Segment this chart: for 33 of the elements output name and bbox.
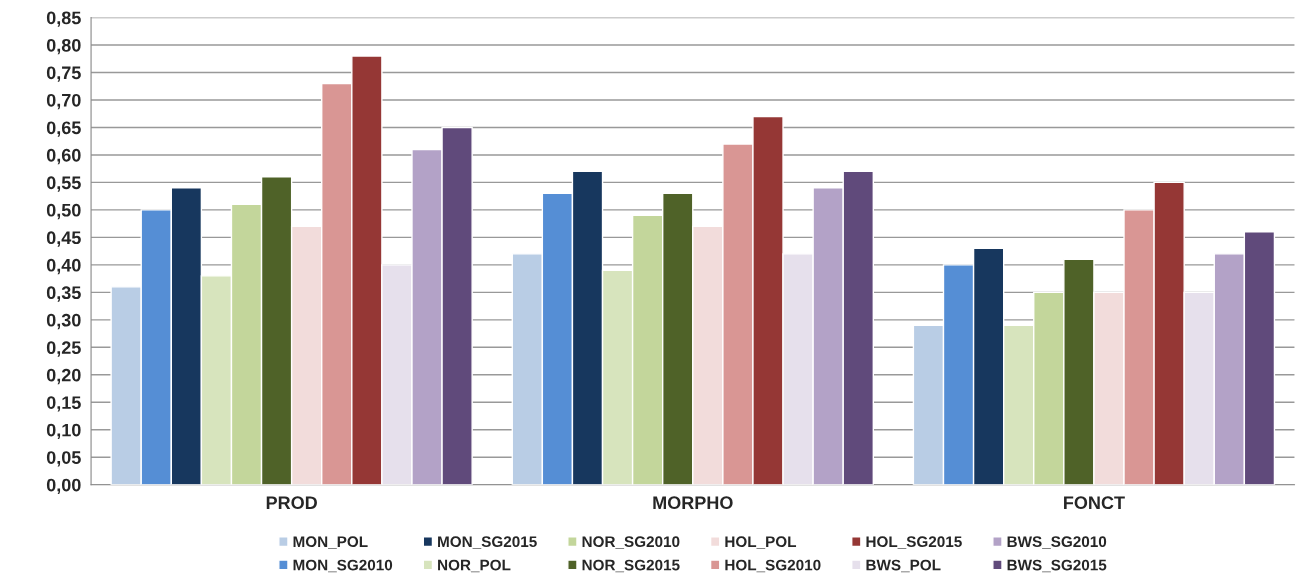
legend-label: NOR_SG2015	[582, 559, 680, 573]
x-tick-label: MORPHO	[653, 496, 733, 510]
legend-label: MON_POL	[293, 536, 368, 549]
legend-label: HOL_SG2010	[725, 559, 821, 573]
y-tick-label: 0,00	[46, 478, 81, 495]
y-tick-label: 0,50	[46, 203, 81, 220]
legend-label: NOR_POL	[438, 559, 511, 573]
y-tick-label: 0,20	[46, 368, 81, 385]
legend-label: HOL_POL	[725, 536, 797, 549]
legend-label: BWS_SG2015	[1007, 559, 1107, 573]
legend-label: BWS_POL	[866, 559, 941, 573]
y-tick-label: 0,25	[46, 341, 81, 357]
y-tick-label: 0,55	[46, 176, 81, 192]
legend-label: MON_SG2015	[438, 536, 537, 549]
legend-label: NOR_SG2010	[582, 536, 680, 549]
y-tick-label: 0,10	[46, 423, 81, 440]
y-tick-label: 0,05	[46, 451, 81, 467]
y-tick-label: 0,45	[46, 231, 81, 247]
y-tick-label: 0,35	[46, 286, 81, 302]
legend-label: MON_SG2010	[293, 559, 393, 573]
y-tick-label: 0,30	[46, 313, 81, 330]
y-tick-label: 0,40	[46, 258, 81, 275]
y-tick-label: 0,65	[46, 121, 81, 137]
legend-label: HOL_SG2015	[866, 536, 962, 549]
y-tick-label: 0,60	[46, 148, 81, 165]
y-tick-label: 0,15	[46, 396, 81, 412]
x-tick-label: PROD	[266, 496, 317, 510]
legend-label: BWS_SG2010	[1007, 536, 1107, 549]
y-tick-label: 0,80	[46, 38, 81, 55]
y-tick-label: 0,85	[46, 11, 81, 27]
y-tick-label: 0,70	[46, 93, 81, 110]
y-tick-label: 0,75	[46, 66, 81, 82]
x-tick-label: FONCT	[1064, 496, 1125, 510]
